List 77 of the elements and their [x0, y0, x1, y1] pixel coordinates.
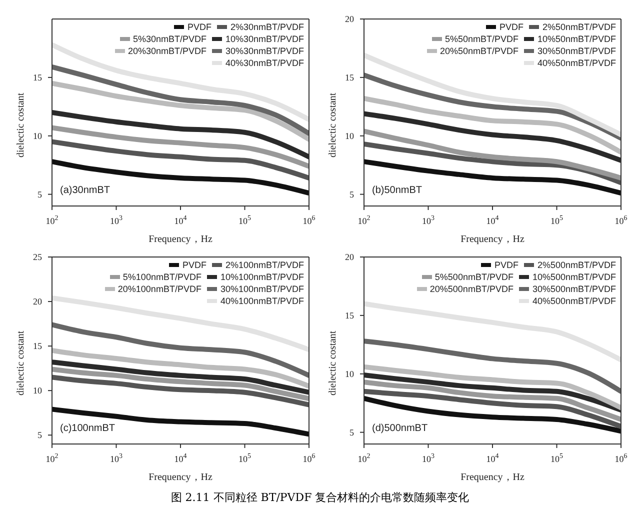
x-tick-label: 10$^{6}$ [302, 214, 316, 226]
legend-label: 30%50nmBT/PVDF [537, 45, 616, 57]
legend-label: 10%50nmBT/PVDF [537, 33, 616, 45]
y-axis-title: dielectic costant [16, 330, 27, 396]
y-tick-label: 10 [33, 386, 42, 396]
legend-label: PVDF [494, 259, 518, 271]
legend-label: 30%500nmBT/PVDF [532, 283, 616, 295]
y-axis-title: dielectic costant [16, 92, 27, 158]
y-tick-label: 5 [38, 189, 42, 200]
legend-label: 5%30nmBT/PVDF [132, 33, 206, 45]
x-tick-label: 10$^{4}$ [486, 452, 500, 464]
x-tick-label: 10$^{2}$ [358, 214, 371, 226]
legend-label: 10%100nmBT/PVDF [220, 271, 304, 283]
x-tick-label: 10$^{5}$ [550, 214, 564, 226]
legend-label: 20%30nmBT/PVDF [128, 45, 206, 57]
y-tick-label: 20 [345, 14, 354, 24]
x-axis-title: Frequency，Hz [148, 472, 213, 483]
legend-label: PVDF [182, 259, 206, 271]
legend-label: 20%100nmBT/PVDF [118, 283, 202, 295]
x-tick-label: 10$^{5}$ [238, 214, 252, 226]
annotation: (a)30nmBT [60, 185, 110, 196]
legend-label: 5%50nmBT/PVDF [444, 33, 518, 45]
y-tick-label: 15 [345, 310, 354, 320]
legend-label: 40%100nmBT/PVDF [220, 295, 304, 307]
x-tick-label: 10$^{6}$ [614, 214, 628, 226]
x-tick-label: 10$^{5}$ [238, 452, 252, 464]
legend-label: 40%50nmBT/PVDF [537, 57, 616, 69]
y-tick-label: 15 [33, 341, 42, 352]
x-axis-title: Frequency，Hz [460, 234, 525, 245]
legend-label: 30%30nmBT/PVDF [225, 45, 304, 57]
y-tick-label: 20 [345, 252, 354, 262]
y-tick-label: 15 [33, 72, 42, 82]
y-tick-label: 10 [345, 368, 354, 379]
y-tick-label: 15 [345, 72, 354, 82]
x-tick-label: 10$^{2}$ [358, 452, 371, 464]
x-tick-label: 10$^{6}$ [614, 452, 628, 464]
y-tick-label: 5 [38, 430, 42, 440]
legend-label: 20%50nmBT/PVDF [440, 45, 518, 57]
legend-label: 2%50nmBT/PVDF [542, 21, 616, 33]
x-axis-title: Frequency，Hz [460, 472, 525, 483]
annotation: (b)50nmBT [372, 185, 422, 196]
x-tick-label: 10$^{2}$ [46, 452, 59, 464]
legend-label: PVDF [187, 21, 212, 33]
x-tick-label: 10$^{4}$ [174, 452, 188, 464]
x-tick-label: 10$^{4}$ [486, 214, 500, 226]
y-tick-label: 10 [33, 130, 42, 141]
x-tick-label: 10$^{3}$ [110, 452, 123, 464]
annotation: (d)500nmBT [372, 423, 428, 434]
x-axis-title: Frequency，Hz [148, 234, 213, 245]
y-tick-label: 5 [350, 427, 354, 438]
y-tick-label: 10 [345, 130, 354, 141]
legend-label: 40%30nmBT/PVDF [225, 57, 304, 69]
x-tick-label: 10$^{5}$ [550, 452, 564, 464]
caption: 图 2.11 不同粒径 BT/PVDF 复合材料的介电常数随频率变化 [170, 490, 470, 505]
legend-label: 20%500nmBT/PVDF [430, 283, 514, 295]
x-tick-label: 10$^{4}$ [174, 214, 188, 226]
legend-label: 2%30nmBT/PVDF [230, 21, 304, 33]
legend-label: PVDF [499, 21, 524, 33]
y-tick-label: 5 [350, 189, 354, 200]
x-tick-label: 10$^{3}$ [422, 214, 435, 226]
legend-label: 10%500nmBT/PVDF [532, 271, 616, 283]
y-axis-title: dielectic costant [328, 330, 339, 396]
legend-label: 30%100nmBT/PVDF [220, 283, 304, 295]
y-tick-label: 20 [33, 296, 42, 307]
legend-label: 2%100nmBT/PVDF [225, 259, 304, 271]
legend-label: 2%500nmBT/PVDF [537, 259, 616, 271]
x-tick-label: 10$^{6}$ [302, 452, 316, 464]
legend-label: 40%500nmBT/PVDF [532, 295, 616, 307]
legend-label: 10%30nmBT/PVDF [225, 33, 304, 45]
y-tick-label: 25 [33, 252, 42, 262]
x-tick-label: 10$^{3}$ [422, 452, 435, 464]
y-axis-title: dielectic costant [328, 92, 339, 158]
annotation: (c)100nmBT [60, 423, 116, 434]
legend-label: 5%500nmBT/PVDF [434, 271, 514, 283]
x-tick-label: 10$^{2}$ [46, 214, 59, 226]
x-tick-label: 10$^{3}$ [110, 214, 123, 226]
legend-label: 5%100nmBT/PVDF [122, 271, 202, 283]
